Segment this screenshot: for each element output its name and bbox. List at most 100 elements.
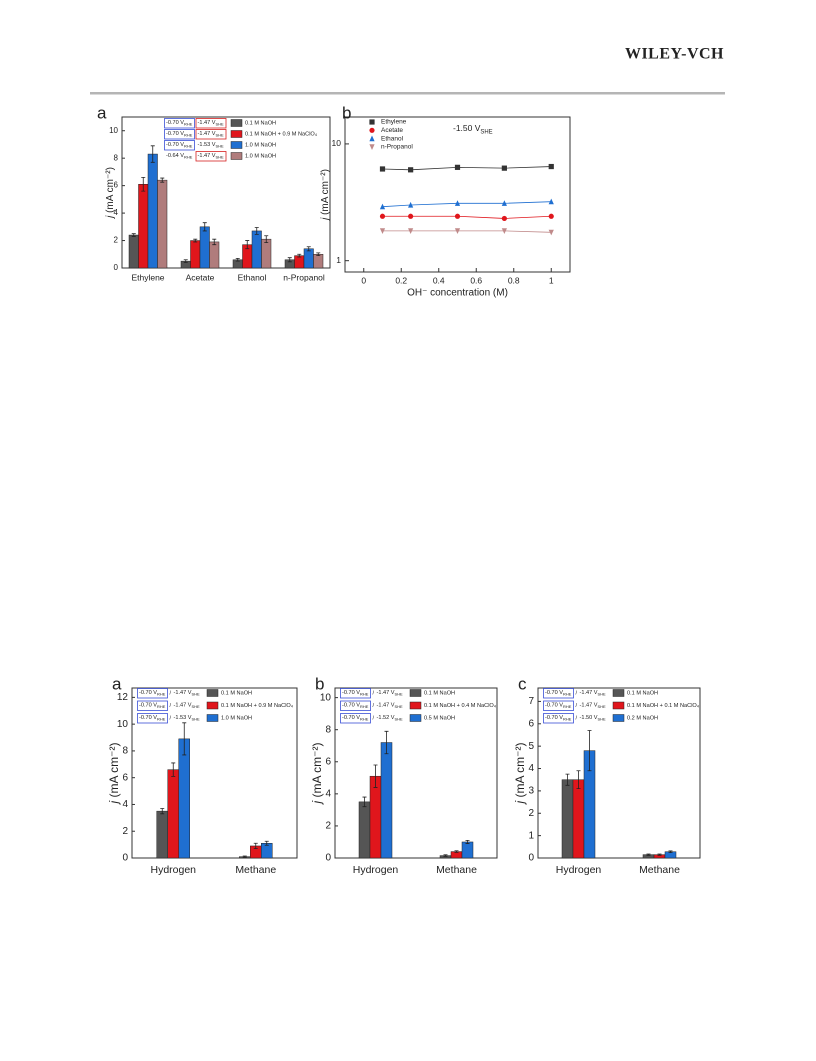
sub-text: -1.47 VSHE xyxy=(377,690,403,696)
bar xyxy=(251,230,262,269)
error-bar xyxy=(465,839,470,844)
marker xyxy=(548,163,554,170)
marker xyxy=(408,213,414,219)
bar xyxy=(190,240,201,269)
x-tick-label: Hydrogen xyxy=(353,864,399,876)
text-main: -1.50 V xyxy=(453,123,481,133)
y-tick-label: 3 xyxy=(528,786,534,797)
legend-label: 1.0 M NaOH xyxy=(245,142,276,148)
error-bar xyxy=(242,855,247,858)
potential-separator: / xyxy=(373,703,375,709)
sub-text: -0.70 VRHE xyxy=(139,703,166,709)
error-bar xyxy=(141,177,146,192)
text-main: -1.53 V xyxy=(198,142,216,148)
potential-separator: / xyxy=(576,703,578,709)
x-tick-label: Ethylene xyxy=(131,272,164,282)
x-tick-label: 0.8 xyxy=(508,275,520,285)
legend-swatch xyxy=(230,141,243,149)
x-tick-label: Ethanol xyxy=(238,272,267,282)
legend-label: 0.1 M NaOH + 0.9 M NaClO₄ xyxy=(245,131,318,137)
bar xyxy=(572,779,585,859)
potential-box xyxy=(340,700,371,711)
marker xyxy=(369,135,375,142)
legend-swatch xyxy=(206,714,219,722)
sub-text: -1.47 VSHE xyxy=(377,703,403,709)
bar xyxy=(561,779,574,859)
sub-text: -1.47 VSHE xyxy=(198,131,224,137)
legend-label: Ethylene xyxy=(381,119,407,126)
error-bar xyxy=(373,764,378,788)
y-tick-label: 1 xyxy=(336,255,341,265)
sub-text: -0.70 VRHE xyxy=(139,690,166,696)
bar xyxy=(178,738,190,859)
y-label-symbol: j xyxy=(320,217,331,222)
y-tick-label: 6 xyxy=(325,756,331,767)
sub-text: -0.70 VRHE xyxy=(166,120,193,126)
marker xyxy=(408,167,414,173)
legend-swatch xyxy=(206,689,219,697)
legend-swatch xyxy=(230,152,243,160)
text-main: -0.70 V xyxy=(139,715,157,721)
y-tick-label: 8 xyxy=(114,153,119,162)
marker xyxy=(379,166,386,172)
error-bar xyxy=(212,238,217,246)
bar xyxy=(199,226,210,269)
panel-label: a xyxy=(97,103,107,122)
y-tick-label: 10 xyxy=(332,138,342,148)
legend-swatch xyxy=(612,689,625,697)
marker xyxy=(548,198,554,205)
sub-text: -1.47 VSHE xyxy=(174,703,200,709)
text-main: -0.70 V xyxy=(545,703,563,709)
error-bar xyxy=(306,246,311,252)
potential-box xyxy=(543,700,574,711)
text-main: -1.47 V xyxy=(580,690,598,696)
x-tick-label: Methane xyxy=(436,864,477,876)
bar xyxy=(369,775,382,859)
panel-label: c xyxy=(518,674,527,693)
sub-text: -0.70 VRHE xyxy=(342,703,369,709)
text-main: -1.47 V xyxy=(198,131,216,137)
x-tick-label: 1 xyxy=(549,275,554,285)
potential-separator: / xyxy=(170,690,172,696)
marker xyxy=(548,229,554,236)
text-main: -1.47 V xyxy=(580,703,598,709)
x-axis-label: OH⁻ concentration (M) xyxy=(407,288,508,299)
potential-box xyxy=(164,118,195,129)
y-label-units: (mA cm⁻²) xyxy=(105,167,116,213)
y-label-units: (mA cm⁻²) xyxy=(320,169,331,215)
error-bar xyxy=(245,240,250,250)
potential-separator: / xyxy=(576,715,578,721)
x-tick-label: Hydrogen xyxy=(150,864,196,876)
header-rule xyxy=(90,92,725,95)
potential-box xyxy=(164,140,195,151)
y-label-units: (mA cm⁻²) xyxy=(107,742,121,797)
error-bar xyxy=(316,252,321,257)
bar xyxy=(156,810,168,859)
legend-label: 0.1 M NaOH xyxy=(221,690,252,696)
text-subscript: SHE xyxy=(216,133,224,138)
sub-text: -1.47 VSHE xyxy=(580,690,606,696)
text-subscript: SHE xyxy=(192,692,200,697)
marker xyxy=(408,228,414,234)
y-label-symbol: j xyxy=(105,215,116,220)
potential-separator: / xyxy=(373,690,375,696)
legend-swatch xyxy=(230,130,243,138)
error-bar xyxy=(131,233,136,237)
x-tick-label: 0.2 xyxy=(395,275,407,285)
y-tick-label: 8 xyxy=(325,724,331,735)
text-subscript: SHE xyxy=(598,692,606,697)
potential-separator: / xyxy=(576,690,578,696)
plot-frame xyxy=(131,687,298,859)
potential-box xyxy=(137,713,168,724)
bar xyxy=(294,255,305,269)
legend-label: 0.2 M NaOH xyxy=(627,715,658,721)
marker xyxy=(369,127,375,133)
legend-label: 0.1 M NaOH xyxy=(424,690,455,696)
text-subscript: RHE xyxy=(563,717,572,722)
error-bar xyxy=(264,840,269,846)
text-subscript: SHE xyxy=(598,704,606,709)
y-tick-label: 10 xyxy=(109,126,118,135)
y-tick-label: 8 xyxy=(122,746,128,757)
text-subscript: SHE xyxy=(216,155,224,160)
